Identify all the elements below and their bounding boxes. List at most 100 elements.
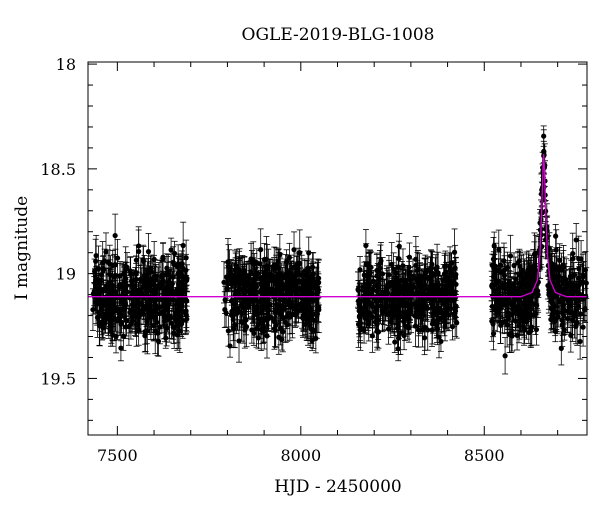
data-point [408, 280, 415, 309]
data-point [243, 263, 250, 307]
data-point [304, 250, 311, 286]
data-point [366, 280, 373, 328]
data-point [395, 269, 402, 295]
data-point [356, 283, 363, 331]
chart-title: OGLE-2019-BLG-1008 [242, 25, 435, 45]
data-point [179, 302, 186, 339]
x-axis-label: HJD - 2450000 [274, 477, 402, 497]
data-point [374, 302, 381, 332]
data-point [497, 300, 504, 344]
data-point [127, 256, 134, 293]
data-point [300, 276, 307, 311]
x-tick-label: 8000 [280, 446, 321, 465]
data-point [232, 261, 239, 301]
data-point [98, 263, 105, 286]
data-point [555, 305, 562, 328]
data-point [172, 298, 179, 329]
data-point [417, 262, 424, 306]
data-point [107, 316, 114, 347]
data-point [573, 223, 580, 257]
data-point [124, 277, 131, 307]
data-point [248, 250, 255, 276]
y-tick-label: 18 [56, 55, 76, 74]
data-point [141, 267, 148, 293]
data-point [505, 303, 512, 330]
data-point [448, 268, 455, 309]
data-point [502, 337, 509, 375]
y-tick-label: 19.5 [40, 369, 76, 388]
data-point [391, 331, 398, 353]
data-point [292, 269, 299, 302]
data-point [514, 320, 521, 351]
data-point [243, 304, 250, 336]
data-point [412, 305, 419, 347]
data-point [180, 221, 187, 270]
data-point [552, 255, 559, 279]
data-point [111, 295, 118, 341]
data-point [401, 310, 408, 341]
data-point [283, 304, 290, 330]
data-point [114, 238, 121, 278]
data-point [429, 272, 436, 317]
data-point [271, 307, 278, 350]
data-point [426, 266, 433, 289]
data-point [558, 331, 565, 366]
axis-ticks-layer: 7500 8000 8500 18 18.5 19 19.5 [40, 55, 587, 465]
data-point [228, 268, 235, 293]
data-point [282, 264, 289, 306]
data-point [170, 261, 177, 293]
data-point [225, 244, 232, 290]
data-point [552, 224, 559, 249]
data-point [376, 258, 383, 285]
data-point [293, 297, 300, 327]
data-point [312, 323, 319, 354]
data-point [271, 257, 278, 280]
data-point [383, 272, 390, 309]
data-point [401, 272, 408, 305]
data-point [263, 236, 270, 283]
data-point [287, 269, 294, 317]
y-axis-label: I magnitude [12, 196, 32, 300]
data-point [370, 270, 377, 293]
data-point [405, 255, 412, 279]
data-point [118, 311, 125, 334]
y-tick-label: 19 [56, 265, 76, 284]
data-point [150, 272, 157, 298]
y-tick-label: 18.5 [40, 160, 76, 179]
data-point [434, 305, 441, 343]
data-point [502, 293, 509, 317]
data-point [133, 302, 140, 347]
data-point [437, 295, 444, 328]
data-point [140, 244, 147, 275]
data-point [127, 309, 134, 340]
data-point [568, 268, 575, 307]
data-point [112, 213, 119, 258]
data-point [155, 325, 162, 357]
data-point [238, 302, 245, 342]
data-point [103, 267, 110, 305]
data-point [413, 288, 420, 318]
data-point [577, 323, 584, 360]
data-point [362, 229, 369, 263]
data-point [528, 297, 535, 333]
data-point [161, 300, 168, 343]
data-point [160, 242, 167, 276]
data-point [490, 316, 497, 351]
data-point [533, 284, 540, 327]
data-point [296, 229, 303, 276]
data-point [379, 288, 386, 333]
data-point [495, 272, 502, 317]
data-point [578, 240, 585, 278]
data-point [550, 288, 557, 321]
model-curve [88, 154, 587, 298]
x-tick-label: 8500 [464, 446, 505, 465]
data-point [126, 286, 133, 310]
data-point [489, 262, 496, 307]
data-point [495, 229, 502, 270]
data-point [167, 271, 174, 307]
data-point [130, 269, 137, 309]
model-curve-layer [88, 154, 587, 298]
data-point [452, 299, 459, 323]
data-point [252, 267, 259, 306]
